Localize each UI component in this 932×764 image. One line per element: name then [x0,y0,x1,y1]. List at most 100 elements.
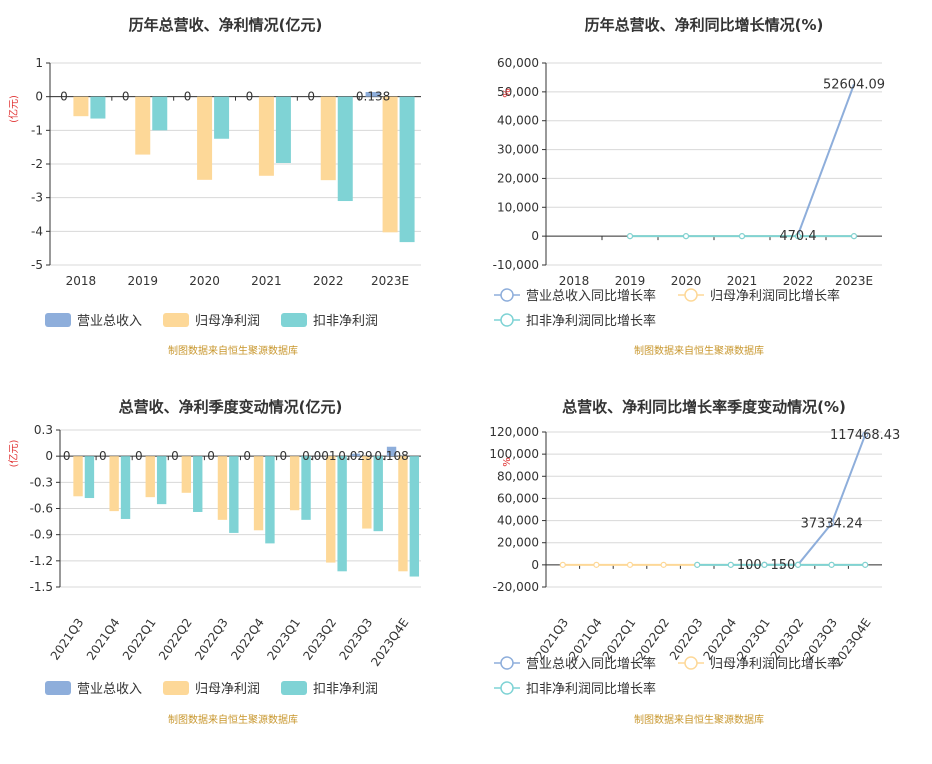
y-axis-unit: % [502,88,513,98]
legend-swatch [45,681,71,695]
x-tick-label: 2023Q3 [337,616,376,663]
legend-swatch [281,681,307,695]
legend-label: 归母净利润 [195,314,260,329]
x-tick-label: 2018 [66,274,97,288]
y-tick-label: -0.9 [30,528,53,542]
y-axis-unit: (亿元) [7,440,20,468]
point-扣非净利润同比增长率 [828,561,835,568]
y-tick-label: 1 [35,56,43,70]
legend-label: 归母净利润同比增长率 [710,656,840,672]
bar-归母净利润 [181,456,192,493]
bar-扣非净利润 [373,456,383,532]
data-label: 0 [135,449,143,463]
bar-扣非净利润 [275,96,291,163]
y-tick-label: 60,000 [497,491,539,505]
x-tick-label: 2022Q4 [228,616,267,663]
y-tick-label: 0 [35,90,43,104]
data-label: 37334.24 [801,517,863,532]
bar-营业总收入 [386,446,397,457]
y-tick-label: 0.3 [34,423,53,437]
x-tick-label: 2021Q3 [532,616,571,663]
source-note: 制图数据来自恒生聚源数据库 [168,713,298,726]
line-营业总收入同比增长率 [797,83,855,236]
bar-归母净利润 [109,456,119,512]
data-label: 0 [279,449,287,463]
legend-marker [500,656,514,670]
data-label: 0 [60,90,68,104]
bar-归母净利润 [73,96,89,117]
legend-label: 扣非净利润同比增长率 [526,313,656,329]
data-label: 0 [246,90,254,104]
y-tick-label: 0 [531,558,539,572]
x-tick-label: 2023E [371,274,409,288]
point-扣非净利润同比增长率 [727,561,734,568]
quarterly-growth-chart: 总营收、净利同比增长率季度变动情况(%) 120,000 100,000 80,000… [489,398,900,726]
chart-title: 总营收、净利同比增长率季度变动情况(%) [562,398,846,416]
data-label: 0 [207,449,215,463]
x-tick-label: 2022 [783,274,814,288]
source-note: 制图数据来自恒生聚源数据库 [634,713,764,726]
point-归母净利润同比增长率 [626,561,634,568]
annual-growth-chart: 历年总营收、净利同比增长情况(%) 60,000 50,000 40,000 30,00… [493,16,885,357]
bar-营业总收入 [365,92,381,97]
x-tick-label: 2023E [835,274,873,288]
legend-marker [684,656,698,670]
y-tick-label: 40,000 [497,514,539,528]
bar-扣非净利润 [409,456,420,577]
bar-归母净利润 [382,96,398,233]
y-tick-label: 50,000 [497,85,539,99]
x-tick-label: 2023Q1 [734,616,773,663]
x-tick-label: 2019 [615,274,646,288]
y-tick-label: 20,000 [497,171,539,185]
x-tick-label: 2022Q3 [192,616,231,663]
x-tick-label: 2022 [313,274,344,288]
point-归母净利润同比增长率 [660,561,667,568]
y-tick-label: 100,000 [489,447,539,461]
legend-label: 归母净利润 [195,682,260,697]
legend-swatch [163,313,189,327]
y-tick-label: -1.5 [30,580,53,594]
data-label: 0 [243,449,251,463]
source-note: 制图数据来自恒生聚源数据库 [168,344,298,357]
y-tick-label: -20,000 [493,580,539,594]
legend-label: 营业总收入同比增长率 [526,288,656,304]
y-tick-label: -0.6 [30,502,53,516]
data-label: 0 [184,90,192,104]
data-label: 470.4 [779,229,816,244]
legend-swatch [45,313,71,327]
x-tick-label: 2023Q2 [300,616,339,663]
legend-marker [684,288,698,302]
chart-title: 历年总营收、净利同比增长情况(%) [585,16,824,34]
data-label: 0.001 [302,449,336,463]
data-label: 0.138 [356,90,390,104]
legend-label: 营业总收入 [77,314,142,329]
bar-扣非净利润 [337,96,353,202]
x-tick-label: 2021Q3 [48,616,87,663]
data-label: 150 [770,558,795,573]
point-归母净利润同比增长率 [593,561,600,568]
bar-归母净利润 [258,96,274,176]
bar-归母净利润 [145,456,155,498]
x-tick-label: 2021 [727,274,758,288]
y-tick-label: -10,000 [493,258,539,272]
bar-扣非净利润 [90,96,106,119]
x-tick-label: 2018 [559,274,590,288]
legend-label: 扣非净利润 [313,682,378,697]
bar-扣非净利润 [301,456,311,520]
x-tick-label: 2022Q2 [633,616,672,663]
y-axis-unit: % [502,457,513,467]
x-tick-label: 2022Q2 [156,616,195,663]
data-label: 117468.43 [830,428,900,443]
point-营业总收入同比增长率 [828,520,835,527]
source-note: 制图数据来自恒生聚源数据库 [634,344,764,357]
legend-marker [500,681,514,695]
bar-扣非净利润 [337,456,347,572]
bar-归母净利润 [253,456,264,531]
data-label: 0 [63,449,71,463]
bar-归母净利润 [320,96,336,181]
bar-扣非净利润 [229,456,239,533]
bar-归母净利润 [398,456,408,572]
x-tick-label: 2021Q4 [566,616,605,663]
bar-扣非净利润 [193,456,203,512]
